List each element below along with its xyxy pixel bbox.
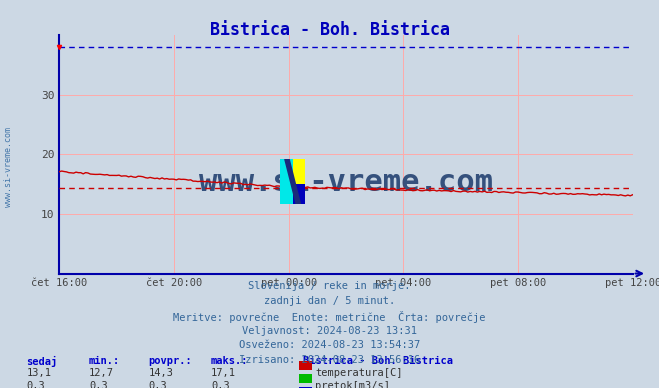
Bar [299, 386, 312, 388]
Text: Izrisano: 2024-08-23 13:56:16: Izrisano: 2024-08-23 13:56:16 [239, 355, 420, 365]
Text: 0,3: 0,3 [26, 381, 45, 388]
Text: 14,3: 14,3 [148, 368, 173, 378]
Text: Bistrica - Boh. Bistrica: Bistrica - Boh. Bistrica [210, 21, 449, 39]
Text: maks.:: maks.: [211, 355, 248, 365]
Text: 12,7: 12,7 [89, 368, 114, 378]
Text: www.si-vreme.com: www.si-vreme.com [4, 127, 13, 207]
Text: pretok[m3/s]: pretok[m3/s] [315, 381, 390, 388]
Text: 0,3: 0,3 [89, 381, 107, 388]
Text: Meritve: povrečne  Enote: metrične  Črta: povrečje: Meritve: povrečne Enote: metrične Črta: … [173, 311, 486, 323]
Bar [299, 362, 312, 370]
Bar [293, 159, 305, 184]
Text: www.si-vreme.com: www.si-vreme.com [199, 168, 493, 197]
Text: min.:: min.: [89, 355, 120, 365]
Text: 0,3: 0,3 [211, 381, 229, 388]
Text: povpr.:: povpr.: [148, 355, 192, 365]
Text: 13,1: 13,1 [26, 368, 51, 378]
Text: Osveženo: 2024-08-23 13:54:37: Osveženo: 2024-08-23 13:54:37 [239, 340, 420, 350]
Text: Slovenija / reke in morje.: Slovenija / reke in morje. [248, 281, 411, 291]
Text: 17,1: 17,1 [211, 368, 236, 378]
Bar [280, 159, 293, 204]
Text: Bistrica - Boh. Bistrica: Bistrica - Boh. Bistrica [303, 355, 453, 365]
Bar [293, 184, 305, 204]
Text: zadnji dan / 5 minut.: zadnji dan / 5 minut. [264, 296, 395, 306]
Text: 0,3: 0,3 [148, 381, 167, 388]
Text: sedaj: sedaj [26, 355, 57, 367]
Bar [299, 374, 312, 383]
Text: temperatura[C]: temperatura[C] [315, 368, 403, 378]
Text: Veljavnost: 2024-08-23 13:31: Veljavnost: 2024-08-23 13:31 [242, 326, 417, 336]
